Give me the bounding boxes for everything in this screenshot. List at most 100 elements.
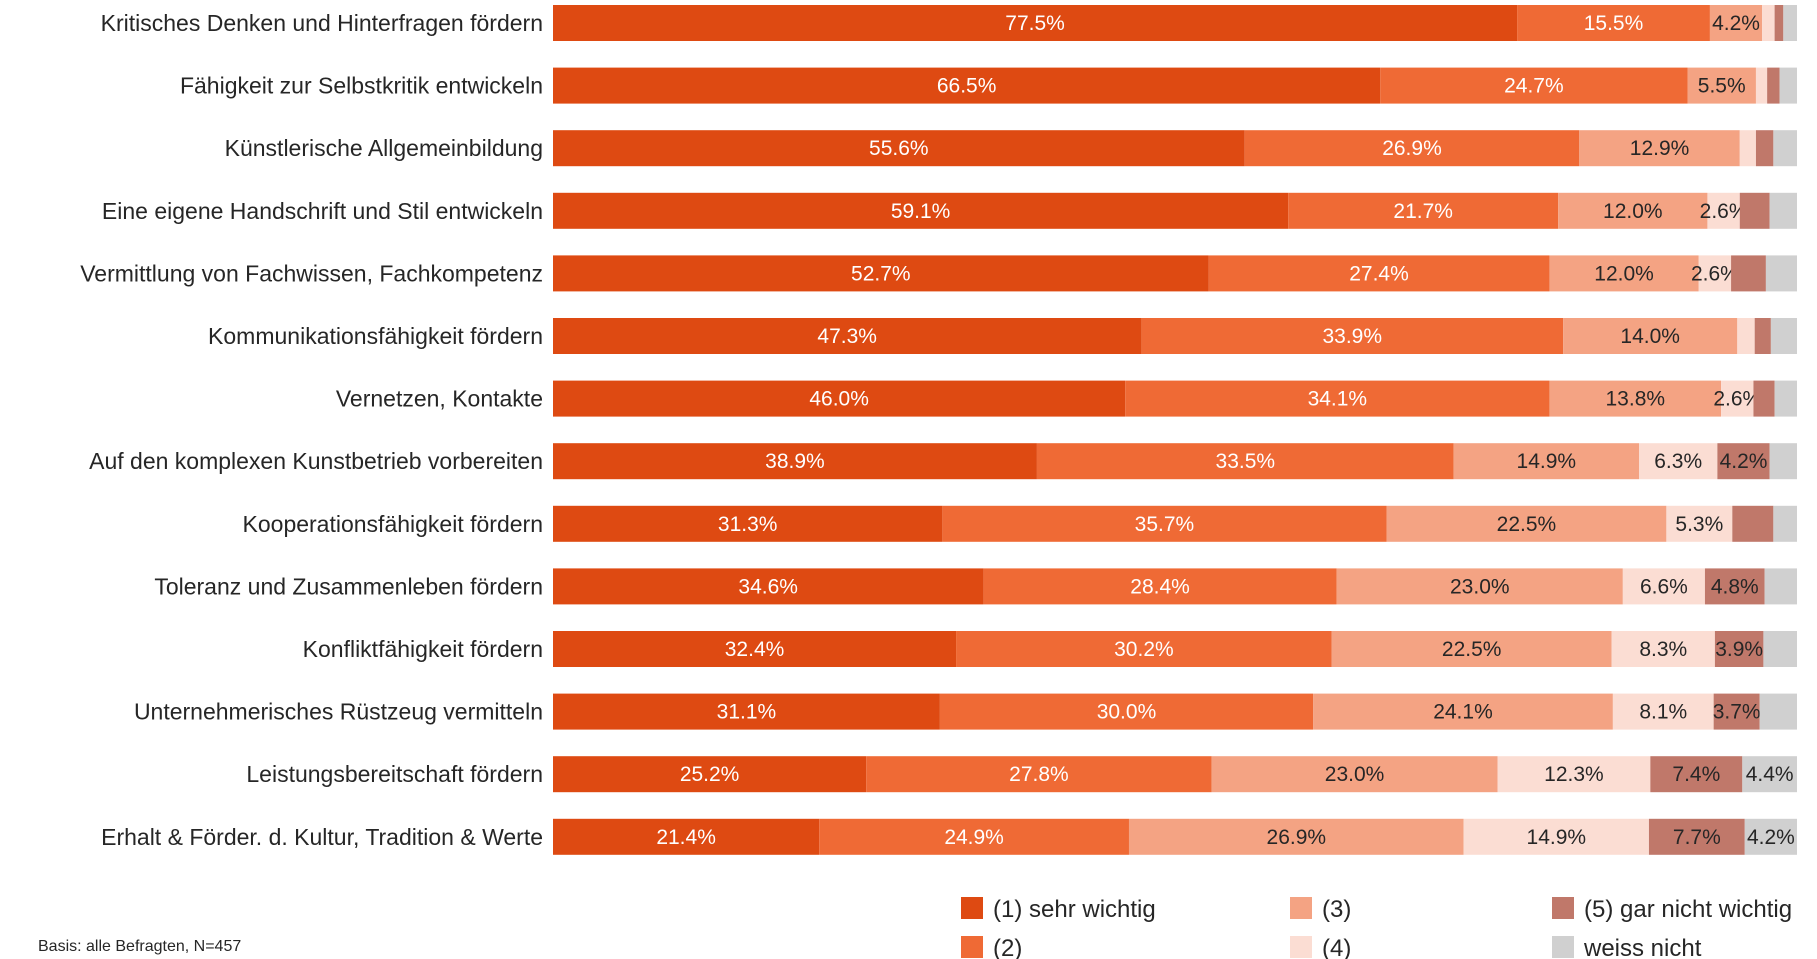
bar-segment-3 [1331,631,1612,667]
data-label: 31.3% [718,513,778,536]
bar-segment-5-gar-nicht-wichtig [1732,505,1774,542]
data-label: 12.9% [1630,137,1690,160]
bar-row: Kooperationsfähigkeit fördern 31.3% 35.7% 2… [243,505,1797,542]
bar-segment-weiss-nicht [1744,818,1797,855]
category-label: Konfliktfähigkeit fördern [303,636,543,662]
bar-segment-1-sehr-wichtig [553,756,867,793]
category-label: Kooperationsfähigkeit fördern [243,511,543,537]
bar-segment-weiss-nicht [1773,130,1797,167]
legend-swatch [1290,897,1312,919]
bar-segment-4 [1721,380,1754,417]
data-label: 2.6% [1691,262,1739,285]
data-label: 4.2% [1712,12,1760,35]
data-label: 32.4% [725,638,785,661]
bar-segment-2 [1141,318,1564,354]
bar-segment-4 [1612,693,1714,730]
data-label: 24.1% [1433,701,1493,724]
category-label: Leistungsbereitschaft fördern [246,761,543,787]
bar-segment-3 [1211,756,1498,793]
bar-segment-weiss-nicht [1765,255,1797,292]
data-label: 4.8% [1711,575,1759,598]
bar-row: Auf den komplexen Kunstbetrieb vorbereit… [89,443,1797,480]
category-label: Kommunikationsfähigkeit fördern [208,323,543,349]
bar-segment-5-gar-nicht-wichtig [1753,380,1775,417]
bar-segment-3 [1549,380,1722,417]
category-label: Eine eigene Handschrift und Stil entwick… [102,198,543,224]
legend-swatch [1552,897,1574,919]
data-label: 34.6% [738,575,798,598]
bar-segment-5-gar-nicht-wichtig [1767,67,1780,104]
bar-segment-4 [1622,568,1705,605]
bar-segment-4 [1739,130,1756,167]
data-label: 23.0% [1450,575,1510,598]
data-label: 22.5% [1497,513,1557,536]
bar-segment-weiss-nicht [1773,505,1797,542]
bar-row: Künstlerische Allgemeinbildung 55.6% 26.9%… [225,130,1797,167]
bar-row: Vermittlung von Fachwissen, Fachkompeten… [80,255,1797,292]
bar-segment-3 [1579,130,1740,167]
data-label: 5.3% [1675,513,1723,536]
bar-segment-1-sehr-wichtig [553,67,1381,104]
bar-row: Toleranz und Zusammenleben fördern 34.6% 2… [154,568,1797,605]
bar-segment-4 [1698,255,1732,292]
data-label: 3.9% [1715,638,1763,661]
bar-segment-1-sehr-wichtig [553,631,957,667]
data-label: 12.0% [1603,200,1663,223]
category-label: Unternehmerisches Rüstzeug vermitteln [134,699,543,725]
data-label: 22.5% [1442,638,1502,661]
legend-item-1-sehr-wichtig: (1) sehr wichtig [961,896,1156,923]
bar-segment-1-sehr-wichtig [553,318,1142,354]
data-label: 46.0% [809,388,869,411]
bar-segment-2 [866,756,1212,793]
bar-segment-1-sehr-wichtig [553,255,1209,292]
data-label: 66.5% [937,75,997,98]
data-label: 28.4% [1130,575,1190,598]
legend-label: (1) sehr wichtig [993,896,1156,923]
bar-segment-1-sehr-wichtig [553,380,1126,417]
legend-item-5-gar-nicht-wichtig: (5) gar nicht wichtig [1552,896,1792,923]
bar-segment-2 [956,631,1332,667]
data-label: 52.7% [851,262,911,285]
bar-row: Vernetzen, Kontakte 46.0% 34.1% 13.8% 2.6% [336,380,1797,417]
bar-segment-1-sehr-wichtig [553,568,984,605]
data-label: 30.0% [1097,701,1157,724]
data-label: 4.4% [1746,763,1794,786]
legend-item-2: (2) [961,935,1022,959]
chart-rows: Kritisches Denken und Hinterfragen förde… [80,5,1797,855]
data-label: 24.9% [944,826,1004,849]
data-label: 14.9% [1527,826,1587,849]
bar-segment-2 [1036,443,1454,480]
data-label: 24.7% [1504,75,1564,98]
data-label: 47.3% [817,325,877,348]
bar-segment-5-gar-nicht-wichtig [1714,631,1764,667]
legend: (1) sehr wichtig (2) (3) (4) (5) gar nicht w… [961,896,1792,959]
bar-segment-3 [1453,443,1640,480]
bar-segment-3 [1687,67,1756,104]
bar-segment-4 [1497,756,1651,793]
bar-segment-1-sehr-wichtig [553,693,940,730]
bar-segment-weiss-nicht [1769,443,1797,480]
bar-row: Kommunikationsfähigkeit fördern 47.3% 33.9… [208,318,1797,354]
data-label: 21.4% [656,826,716,849]
data-label: 12.0% [1594,262,1654,285]
bar-segment-weiss-nicht [1764,568,1797,605]
bar-segment-4 [1755,67,1768,104]
data-label: 2.6% [1713,388,1761,411]
bar-segment-4 [1737,318,1755,354]
legend-swatch [1290,936,1312,958]
bar-segment-3 [1386,505,1667,542]
bar-segment-2 [1288,192,1559,229]
bar-segment-weiss-nicht [1770,318,1797,354]
data-label: 6.6% [1640,575,1688,598]
bar-segment-2 [1517,5,1710,41]
data-label: 8.3% [1639,638,1687,661]
bar-segment-3 [1709,5,1763,41]
category-label: Auf den komplexen Kunstbetrieb vorbereit… [89,448,543,474]
data-label: 26.9% [1382,137,1442,160]
data-label: 55.6% [869,137,929,160]
bar-segment-3 [1563,318,1738,354]
bar-row: Eine eigene Handschrift und Stil entwick… [102,192,1797,229]
bar-segment-1-sehr-wichtig [553,443,1037,480]
bar-segment-weiss-nicht [1763,631,1797,667]
data-label: 15.5% [1584,12,1644,35]
